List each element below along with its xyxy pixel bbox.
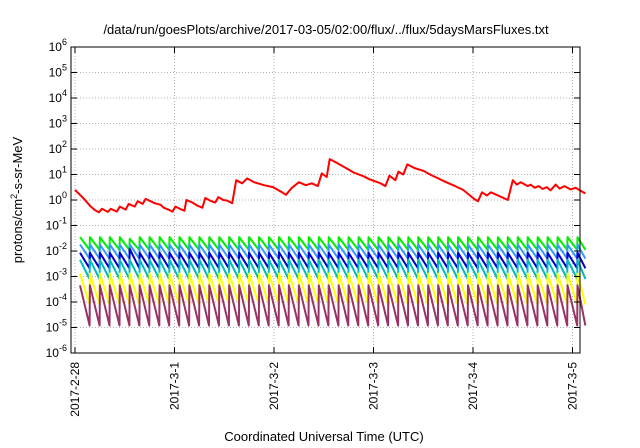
y-tick-label-base: 10: [49, 40, 63, 54]
y-axis-label-post: -s-sr-MeV: [10, 136, 25, 193]
y-tick-label: 100: [49, 190, 67, 207]
y-tick-label-base: 10: [49, 117, 63, 131]
y-tick-label-base: 10: [49, 66, 63, 80]
y-tick-label: 104: [49, 88, 67, 105]
series-line-7: [79, 284, 587, 327]
y-tick-label-base: 10: [46, 219, 60, 233]
x-tick-label: 2017-3-2: [267, 362, 281, 410]
y-tick-label: 102: [49, 139, 67, 156]
y-tick-label-base: 10: [49, 91, 63, 105]
series-group: [74, 158, 587, 327]
y-tick-label: 103: [49, 114, 67, 131]
y-tick-label-base: 10: [46, 244, 60, 258]
y-tick-label: 101: [49, 165, 67, 182]
y-tick-label-base: 10: [49, 142, 63, 156]
y-tick-label-base: 10: [46, 346, 60, 360]
y-tick-label: 10-2: [46, 241, 67, 258]
series-line-2: [79, 236, 587, 251]
chart-title: /data/run/goesPlots/archive/2017-03-05/0…: [103, 22, 549, 37]
series-line-4: [79, 248, 587, 270]
y-tick-label: 10-4: [46, 292, 67, 309]
y-tick-label-exp: 2: [62, 139, 67, 149]
y-tick-label-base: 10: [49, 193, 63, 207]
series-line-1: [74, 158, 586, 214]
x-tick-label: 2017-3-3: [367, 362, 381, 410]
y-tick-label-exp: -1: [59, 216, 67, 226]
y-tick-label: 10-6: [46, 343, 67, 360]
y-tick-label-exp: -4: [59, 292, 67, 302]
series-line-6: [79, 272, 587, 306]
y-tick-label-exp: -2: [59, 241, 67, 251]
x-axis-label: Coordinated Universal Time (UTC): [224, 429, 423, 444]
y-tick-label-exp: 5: [62, 63, 67, 73]
y-tick-label-exp: -5: [59, 318, 67, 328]
y-tick-labels: 10-610-510-410-310-210-11001011021031041…: [46, 37, 67, 360]
axis-ticks: [71, 46, 580, 354]
series-line-3: [79, 243, 587, 260]
y-tick-label-base: 10: [46, 295, 60, 309]
x-tick-label: 2017-3-4: [466, 362, 480, 410]
y-tick-label-exp: 1: [62, 165, 67, 175]
y-tick-label: 10-3: [46, 267, 67, 284]
x-tick-labels: 2017-2-28 2017-3-1 2017-3-2 2017-3-3 2017-3-…: [68, 362, 580, 417]
x-tick-label: 2017-3-1: [168, 362, 182, 410]
x-tick-label: 2017-3-5: [566, 362, 580, 410]
y-tick-label: 106: [49, 37, 67, 54]
y-tick-label-exp: 6: [62, 37, 67, 47]
y-axis-label-pre: protons/cm: [10, 199, 25, 263]
y-tick-label-exp: 4: [62, 88, 67, 98]
series-line-5: [79, 258, 587, 280]
y-tick-label-exp: -6: [59, 343, 67, 353]
y-tick-label-exp: -3: [59, 267, 67, 277]
y-tick-label-exp: 3: [62, 114, 67, 124]
y-tick-label-exp: 0: [62, 190, 67, 200]
y-tick-label-base: 10: [46, 270, 60, 284]
y-axis-label-sup: 2: [9, 194, 19, 199]
y-tick-label: 10-5: [46, 318, 67, 335]
y-axis-label: protons/cm2-s-sr-MeV: [9, 136, 25, 263]
y-tick-label-base: 10: [46, 321, 60, 335]
x-tick-label: 2017-2-28: [68, 362, 82, 417]
y-tick-label: 105: [49, 63, 67, 80]
y-tick-label-base: 10: [49, 168, 63, 182]
y-tick-label: 10-1: [46, 216, 67, 233]
